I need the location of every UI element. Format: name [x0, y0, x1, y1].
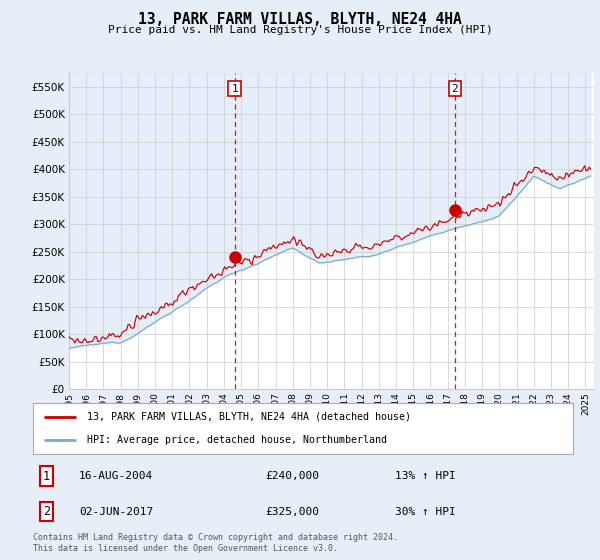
Text: 13, PARK FARM VILLAS, BLYTH, NE24 4HA: 13, PARK FARM VILLAS, BLYTH, NE24 4HA: [138, 12, 462, 27]
Text: 2: 2: [43, 505, 50, 518]
Text: 1: 1: [43, 470, 50, 483]
Text: 13% ↑ HPI: 13% ↑ HPI: [395, 472, 455, 481]
Text: Price paid vs. HM Land Registry's House Price Index (HPI): Price paid vs. HM Land Registry's House …: [107, 25, 493, 35]
Text: 02-JUN-2017: 02-JUN-2017: [79, 507, 153, 516]
Text: 16-AUG-2004: 16-AUG-2004: [79, 472, 153, 481]
Text: 1: 1: [231, 83, 238, 94]
Text: 30% ↑ HPI: 30% ↑ HPI: [395, 507, 455, 516]
Text: 2: 2: [452, 83, 458, 94]
Text: 13, PARK FARM VILLAS, BLYTH, NE24 4HA (detached house): 13, PARK FARM VILLAS, BLYTH, NE24 4HA (d…: [87, 412, 411, 422]
Text: Contains HM Land Registry data © Crown copyright and database right 2024.
This d: Contains HM Land Registry data © Crown c…: [33, 533, 398, 553]
Text: £325,000: £325,000: [265, 507, 319, 516]
Text: HPI: Average price, detached house, Northumberland: HPI: Average price, detached house, Nort…: [87, 435, 387, 445]
Text: £240,000: £240,000: [265, 472, 319, 481]
